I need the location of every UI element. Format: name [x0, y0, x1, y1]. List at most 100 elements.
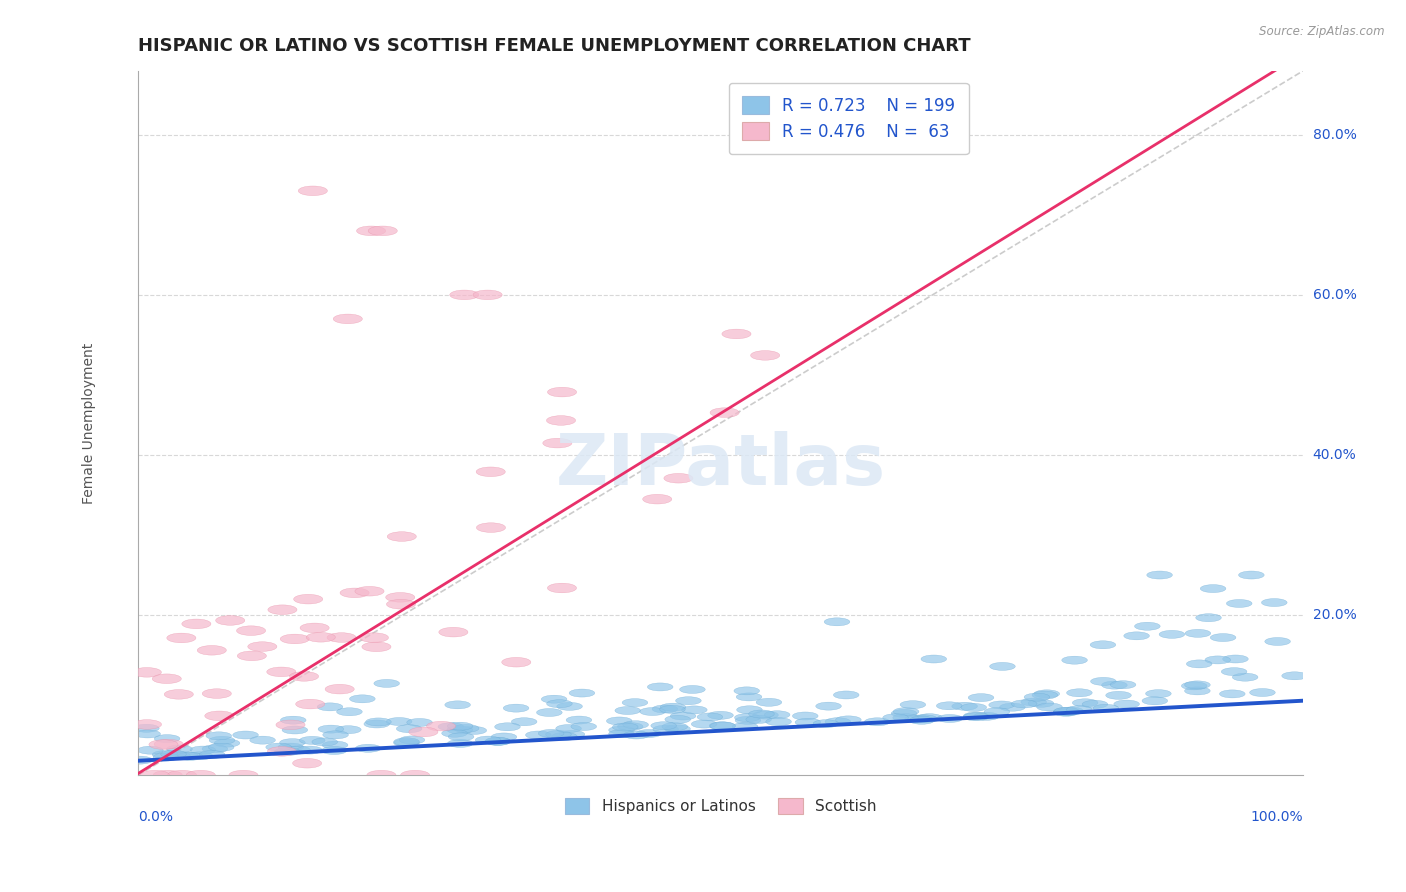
- Ellipse shape: [367, 771, 396, 780]
- Ellipse shape: [132, 720, 162, 730]
- Ellipse shape: [325, 684, 354, 694]
- Text: ZIPatlas: ZIPatlas: [555, 431, 886, 500]
- Ellipse shape: [557, 702, 582, 710]
- Ellipse shape: [567, 716, 592, 724]
- Ellipse shape: [1091, 677, 1116, 685]
- Ellipse shape: [236, 626, 266, 635]
- Ellipse shape: [202, 745, 228, 753]
- Ellipse shape: [374, 680, 399, 688]
- Ellipse shape: [357, 226, 385, 235]
- Ellipse shape: [1101, 681, 1128, 690]
- Ellipse shape: [447, 723, 472, 731]
- Ellipse shape: [449, 732, 474, 740]
- Ellipse shape: [453, 724, 479, 732]
- Ellipse shape: [1054, 707, 1080, 715]
- Ellipse shape: [1062, 657, 1087, 665]
- Ellipse shape: [547, 699, 572, 707]
- Ellipse shape: [606, 717, 633, 725]
- Ellipse shape: [485, 738, 510, 746]
- Ellipse shape: [409, 727, 437, 737]
- Ellipse shape: [1211, 633, 1236, 641]
- Ellipse shape: [444, 701, 471, 709]
- Ellipse shape: [366, 718, 391, 726]
- Ellipse shape: [1105, 691, 1132, 699]
- Ellipse shape: [737, 706, 762, 714]
- Ellipse shape: [138, 747, 163, 755]
- Ellipse shape: [461, 726, 486, 734]
- Ellipse shape: [280, 739, 305, 747]
- Ellipse shape: [735, 716, 761, 724]
- Ellipse shape: [893, 714, 918, 722]
- Ellipse shape: [664, 474, 693, 483]
- Ellipse shape: [676, 697, 702, 705]
- Ellipse shape: [197, 646, 226, 655]
- Ellipse shape: [679, 685, 706, 693]
- Ellipse shape: [651, 722, 676, 730]
- Ellipse shape: [526, 731, 551, 739]
- Ellipse shape: [485, 738, 510, 746]
- Text: 40.0%: 40.0%: [1313, 448, 1357, 462]
- Ellipse shape: [721, 329, 751, 339]
- Ellipse shape: [555, 724, 582, 732]
- Ellipse shape: [1239, 571, 1264, 579]
- Ellipse shape: [238, 651, 266, 661]
- Ellipse shape: [546, 731, 571, 739]
- Ellipse shape: [350, 695, 375, 703]
- Ellipse shape: [1073, 698, 1098, 706]
- Ellipse shape: [318, 725, 343, 733]
- Ellipse shape: [671, 712, 696, 720]
- Ellipse shape: [1032, 691, 1057, 699]
- Ellipse shape: [333, 314, 363, 324]
- Ellipse shape: [328, 632, 356, 642]
- Text: 80.0%: 80.0%: [1313, 128, 1357, 142]
- Ellipse shape: [1185, 681, 1211, 689]
- Ellipse shape: [229, 771, 259, 780]
- Ellipse shape: [149, 739, 179, 749]
- Ellipse shape: [733, 723, 758, 731]
- Ellipse shape: [1185, 630, 1211, 638]
- Ellipse shape: [543, 438, 572, 448]
- Ellipse shape: [290, 672, 319, 681]
- Ellipse shape: [1111, 681, 1136, 689]
- Ellipse shape: [963, 712, 988, 720]
- Ellipse shape: [936, 714, 963, 723]
- Ellipse shape: [1181, 681, 1206, 690]
- Ellipse shape: [387, 599, 416, 609]
- Ellipse shape: [624, 731, 650, 739]
- Ellipse shape: [643, 494, 672, 504]
- Ellipse shape: [969, 694, 994, 702]
- Ellipse shape: [475, 736, 501, 744]
- Ellipse shape: [1146, 690, 1171, 698]
- Ellipse shape: [569, 689, 595, 697]
- Ellipse shape: [361, 642, 391, 652]
- Ellipse shape: [640, 707, 665, 715]
- Ellipse shape: [547, 416, 575, 425]
- Ellipse shape: [710, 408, 740, 417]
- Ellipse shape: [167, 771, 197, 780]
- Ellipse shape: [1185, 687, 1211, 695]
- Ellipse shape: [364, 720, 389, 728]
- Ellipse shape: [276, 720, 305, 730]
- Ellipse shape: [659, 706, 685, 714]
- Ellipse shape: [401, 771, 430, 780]
- Ellipse shape: [360, 632, 388, 642]
- Ellipse shape: [477, 467, 505, 476]
- Ellipse shape: [190, 746, 215, 754]
- Ellipse shape: [697, 713, 723, 721]
- Ellipse shape: [960, 704, 987, 712]
- Ellipse shape: [662, 723, 688, 731]
- Ellipse shape: [214, 739, 240, 747]
- Ellipse shape: [294, 594, 323, 604]
- Ellipse shape: [636, 730, 662, 738]
- Ellipse shape: [299, 624, 329, 632]
- Ellipse shape: [988, 701, 1014, 709]
- Ellipse shape: [766, 718, 792, 726]
- Ellipse shape: [765, 711, 790, 719]
- Ellipse shape: [233, 731, 259, 739]
- Ellipse shape: [813, 720, 839, 728]
- Ellipse shape: [181, 619, 211, 629]
- Ellipse shape: [547, 387, 576, 397]
- Ellipse shape: [1083, 700, 1108, 708]
- Ellipse shape: [153, 753, 179, 761]
- Ellipse shape: [167, 633, 195, 643]
